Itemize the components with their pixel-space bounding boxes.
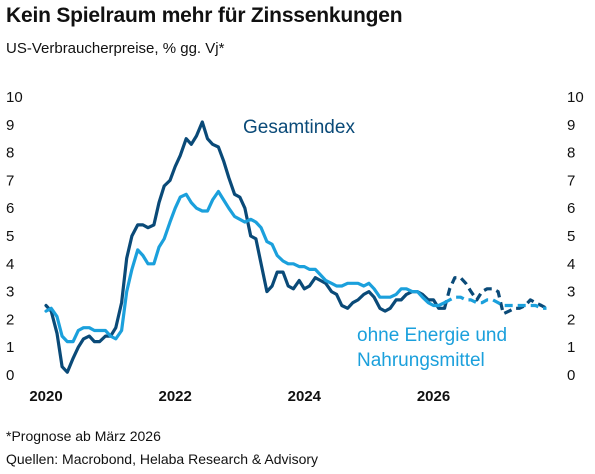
- x-tick: 2020: [29, 388, 62, 405]
- x-tick: 2024: [288, 388, 322, 405]
- chart-subtitle: US-Verbraucherpreise, % gg. Vj*: [6, 40, 225, 57]
- y-tick-right: 1: [567, 339, 575, 356]
- y-axis-right: 0 1 2 3 4 5 6 7 8 9 10: [567, 89, 584, 384]
- y-tick-right: 5: [567, 228, 575, 245]
- series-forecast-2: [443, 295, 547, 310]
- series-annotations: Gesamtindex ohne Energie und Nahrungsmitte…: [243, 117, 507, 371]
- y-tick-right: 4: [567, 256, 575, 273]
- y-tick-right: 0: [567, 367, 575, 384]
- series-line-2: [44, 189, 447, 344]
- series-label: ohne Energie und: [357, 325, 507, 346]
- x-tick: 2022: [158, 388, 191, 405]
- series-forecast-1: [442, 276, 548, 316]
- y-tick-right: 6: [567, 200, 575, 217]
- y-tick-left: 6: [6, 200, 14, 217]
- y-tick-left: 9: [6, 117, 14, 134]
- series-label: Nahrungsmittel: [357, 350, 485, 371]
- y-tick-left: 4: [6, 256, 14, 273]
- y-axis-left: 0 1 2 3 4 5 6 7 8 9 10: [6, 89, 23, 384]
- chart-title: Kein Spielraum mehr für Zinssenkungen: [6, 4, 403, 27]
- series-label: Gesamtindex: [243, 117, 355, 138]
- y-tick-left: 1: [6, 339, 14, 356]
- y-tick-right: 9: [567, 117, 575, 134]
- y-tick-right: 7: [567, 172, 575, 189]
- series-lines: [44, 120, 548, 374]
- y-tick-left: 7: [6, 172, 14, 189]
- series-line-1: [44, 120, 447, 374]
- x-axis: 2020 2022 2024 2026: [29, 388, 450, 405]
- y-tick-left: 10: [6, 89, 23, 106]
- forecast-note: *Prognose ab März 2026: [6, 428, 161, 444]
- y-tick-right: 2: [567, 311, 575, 328]
- y-tick-right: 10: [567, 89, 584, 106]
- y-tick-left: 2: [6, 311, 14, 328]
- y-tick-left: 5: [6, 228, 14, 245]
- y-tick-right: 8: [567, 145, 575, 162]
- y-tick-left: 0: [6, 367, 14, 384]
- y-tick-left: 8: [6, 145, 14, 162]
- y-tick-left: 3: [6, 284, 14, 301]
- y-tick-right: 3: [567, 284, 575, 301]
- x-tick: 2026: [417, 388, 450, 405]
- source-note: Quellen: Macrobond, Helaba Research & Ad…: [6, 451, 319, 467]
